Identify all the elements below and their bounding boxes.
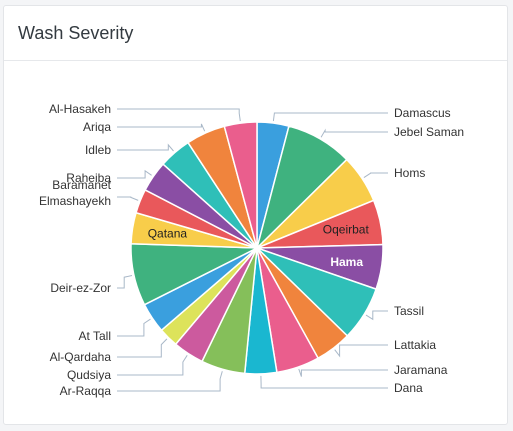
leader-line	[117, 371, 223, 392]
chart-card: Wash Severity Damascus Jebel Saman Homs Oqe…	[3, 5, 508, 425]
slice-label: Dana	[394, 381, 423, 395]
leader-line	[260, 375, 388, 389]
leader-line	[320, 128, 388, 138]
slice-label: Damascus	[394, 106, 451, 120]
card-title: Wash Severity	[18, 22, 134, 43]
slice-label: Lattakia	[394, 338, 436, 352]
slice-label: Ariqa	[83, 120, 111, 134]
slice-label: Al-Qardaha	[50, 350, 112, 364]
leader-line	[117, 123, 206, 132]
slice-label: Oqeirbat	[323, 222, 370, 236]
leader-line	[117, 169, 152, 179]
slice-label: At Tall	[79, 329, 111, 343]
leader-lines	[117, 108, 388, 392]
leader-line	[117, 338, 168, 358]
leader-line	[117, 143, 174, 152]
leader-line	[298, 368, 388, 377]
slice-label: Ar-Raqqa	[60, 384, 112, 398]
chart-area: Damascus Jebel Saman Homs Oqeirbat Hama Tassi…	[4, 61, 509, 425]
slice-label: Qudsiya	[67, 368, 111, 382]
card-header: Wash Severity	[4, 6, 507, 61]
slice-label: Baramanet Elmashayekh	[39, 178, 112, 208]
slice-label: Tassil	[394, 304, 424, 318]
slice-labels: Damascus Jebel Saman Homs Oqeirbat Hama Tassi…	[39, 102, 464, 398]
slice-label: Qatana	[148, 227, 188, 241]
leader-line	[117, 196, 139, 201]
slice-label: Idleb	[85, 143, 111, 157]
leader-line	[117, 108, 241, 122]
slice-label: Raheiba	[66, 171, 111, 185]
slice-label: Hama	[330, 255, 363, 269]
leader-line	[272, 112, 388, 122]
slice-label: Jaramana	[394, 363, 448, 377]
slice-label: Homs	[394, 166, 425, 180]
pie-slices	[130, 121, 384, 375]
leader-line	[363, 172, 388, 179]
slice-label: Jebel Saman	[394, 125, 464, 139]
slice-label: Deir-ez-Zor	[50, 281, 111, 295]
pie-slice[interactable]	[223, 121, 258, 249]
pie-chart: Damascus Jebel Saman Homs Oqeirbat Hama Tassi…	[39, 102, 464, 398]
leader-line	[334, 344, 388, 358]
slice-label: Al-Hasakeh	[49, 102, 111, 116]
leader-line	[117, 318, 151, 337]
leader-line	[117, 355, 188, 376]
leader-line	[365, 310, 388, 321]
leader-line	[117, 275, 133, 289]
